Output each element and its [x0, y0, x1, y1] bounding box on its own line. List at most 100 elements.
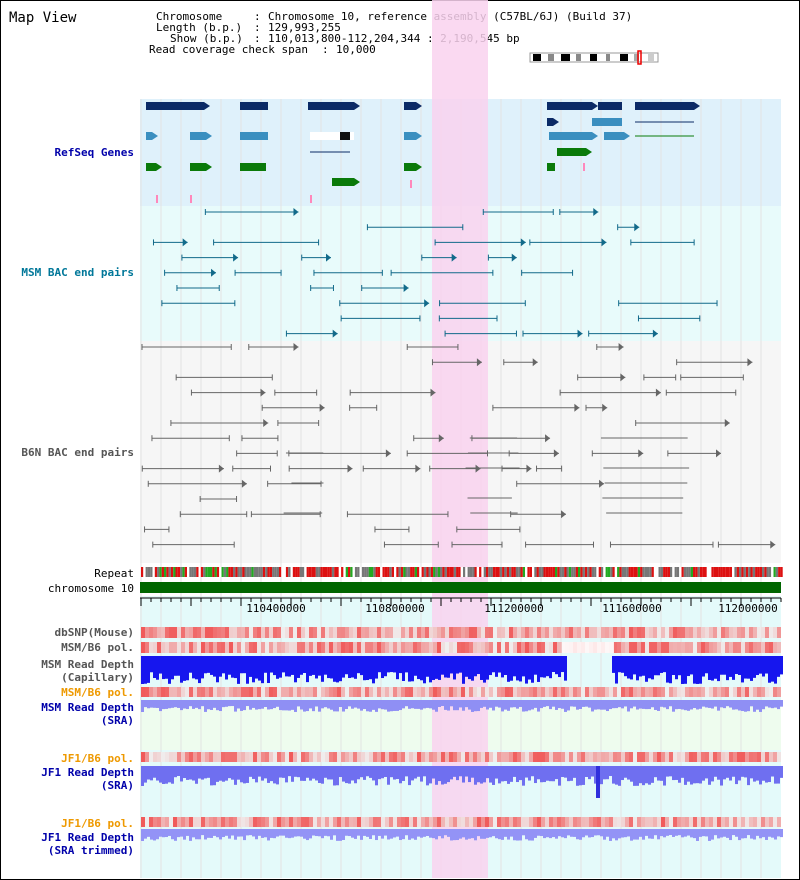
- polymorphism-cell: [181, 817, 185, 827]
- polymorphism-cell: [321, 752, 325, 762]
- polymorphism-cell: [353, 627, 357, 638]
- repeat-element: [253, 567, 256, 577]
- track-label-msm-b6-pol-1[interactable]: MSM/B6 pol.: [61, 641, 134, 654]
- polymorphism-cell: [225, 627, 229, 638]
- read-depth-bar: [234, 766, 237, 785]
- polymorphism-cell: [677, 817, 681, 827]
- polymorphism-cell: [277, 627, 281, 638]
- gene-feature[interactable]: [549, 132, 592, 140]
- read-depth-bar: [639, 656, 642, 677]
- polymorphism-cell: [549, 687, 553, 697]
- repeat-element: [587, 567, 590, 577]
- read-depth-bar: [702, 700, 705, 707]
- gene-feature[interactable]: [604, 132, 624, 140]
- gene-feature[interactable]: [240, 132, 268, 140]
- polymorphism-cell: [633, 687, 637, 697]
- polymorphism-cell: [233, 642, 237, 653]
- gene-feature[interactable]: [310, 132, 354, 140]
- gene-feature[interactable]: [547, 163, 555, 171]
- gene-feature[interactable]: [635, 102, 694, 110]
- gene-feature[interactable]: [340, 132, 350, 140]
- gene-feature[interactable]: [404, 102, 416, 110]
- read-depth-bar: [636, 700, 639, 710]
- polymorphism-cell: [657, 752, 661, 762]
- read-depth-bar: [639, 700, 642, 709]
- polymorphism-cell: [749, 817, 753, 827]
- repeat-element: [249, 567, 252, 577]
- read-depth-bar: [219, 700, 222, 712]
- track-label-msm-depth-sra[interactable]: MSM Read Depth (SRA): [41, 701, 134, 727]
- polymorphism-cell: [625, 752, 629, 762]
- track-label-jf1-b6-pol-1[interactable]: JF1/B6 pol.: [61, 752, 134, 765]
- read-depth-bar: [231, 829, 234, 836]
- read-depth-bar: [330, 829, 333, 840]
- track-label-refseq-genes[interactable]: RefSeq Genes: [54, 146, 134, 159]
- gene-strand-arrow: [206, 163, 212, 171]
- read-depth-bar: [252, 829, 255, 837]
- track-label-jf1-depth-sra[interactable]: JF1 Read Depth (SRA): [41, 766, 134, 792]
- read-depth-bar: [678, 829, 681, 836]
- repeat-element: [630, 567, 634, 577]
- polymorphism-cell: [213, 752, 217, 762]
- read-depth-bar: [225, 656, 228, 680]
- polymorphism-cell: [729, 627, 733, 638]
- gene-feature[interactable]: [146, 102, 204, 110]
- repeat-element: [246, 567, 250, 577]
- read-depth-bar: [324, 829, 327, 836]
- repeat-element: [734, 567, 737, 577]
- gene-feature[interactable]: [146, 163, 156, 171]
- polymorphism-cell: [749, 642, 753, 653]
- read-depth-bar: [582, 766, 585, 785]
- track-label-jf1-depth-trimmed[interactable]: JF1 Read Depth (SRA trimmed): [41, 831, 134, 857]
- track-label-msm-b6-pol-2[interactable]: MSM/B6 pol.: [61, 686, 134, 699]
- gene-feature[interactable]: [332, 178, 354, 186]
- track-label-msm-depth-capillary[interactable]: MSM Read Depth (Capillary): [41, 658, 134, 684]
- read-depth-bar: [564, 766, 567, 778]
- gene-feature[interactable]: [190, 132, 206, 140]
- gene-feature[interactable]: [308, 102, 354, 110]
- polymorphism-cell: [581, 687, 585, 697]
- repeat-element: [697, 567, 700, 577]
- read-depth-bar: [738, 766, 741, 781]
- polymorphism-cell: [349, 687, 353, 697]
- polymorphism-cell: [725, 687, 729, 697]
- gene-feature[interactable]: [557, 148, 586, 156]
- gene-feature[interactable]: [404, 132, 416, 140]
- track-label-dbsnp[interactable]: dbSNP(Mouse): [54, 626, 134, 639]
- gene-feature[interactable]: [547, 102, 592, 110]
- polymorphism-cell: [629, 687, 633, 697]
- gene-feature[interactable]: [240, 102, 268, 110]
- read-depth-bar: [630, 700, 633, 709]
- polymorphism-cell: [765, 817, 769, 827]
- gene-feature[interactable]: [146, 132, 152, 140]
- polymorphism-cell: [453, 687, 457, 697]
- polymorphism-cell: [225, 687, 229, 697]
- read-depth-bar: [222, 656, 225, 674]
- read-depth-bar: [624, 700, 627, 707]
- polymorphism-cell: [449, 627, 453, 638]
- gene-feature[interactable]: [592, 118, 622, 126]
- gene-feature[interactable]: [240, 163, 266, 171]
- gene-feature[interactable]: [190, 163, 206, 171]
- read-depth-bar: [525, 766, 528, 778]
- polymorphism-cell: [553, 752, 557, 762]
- read-depth-bar: [585, 700, 588, 707]
- gene-feature[interactable]: [404, 163, 416, 171]
- read-depth-bar: [378, 700, 381, 709]
- polymorphism-cell: [577, 627, 581, 638]
- read-depth-bar: [243, 656, 246, 674]
- polymorphism-cell: [469, 752, 473, 762]
- gene-feature[interactable]: [547, 118, 553, 126]
- polymorphism-cell: [557, 627, 561, 638]
- read-depth-bar: [585, 766, 588, 777]
- read-depth-bar: [744, 656, 747, 679]
- polymorphism-cell: [145, 817, 149, 827]
- chromosome-bar[interactable]: [140, 582, 781, 593]
- gene-feature[interactable]: [598, 102, 622, 110]
- track-label-jf1-b6-pol-2[interactable]: JF1/B6 pol.: [61, 817, 134, 830]
- polymorphism-cell: [169, 752, 173, 762]
- track-label-b6n-bac[interactable]: B6N BAC end pairs: [21, 446, 134, 459]
- read-depth-bar: [348, 766, 351, 784]
- track-label-msm-bac[interactable]: MSM BAC end pairs: [21, 266, 134, 279]
